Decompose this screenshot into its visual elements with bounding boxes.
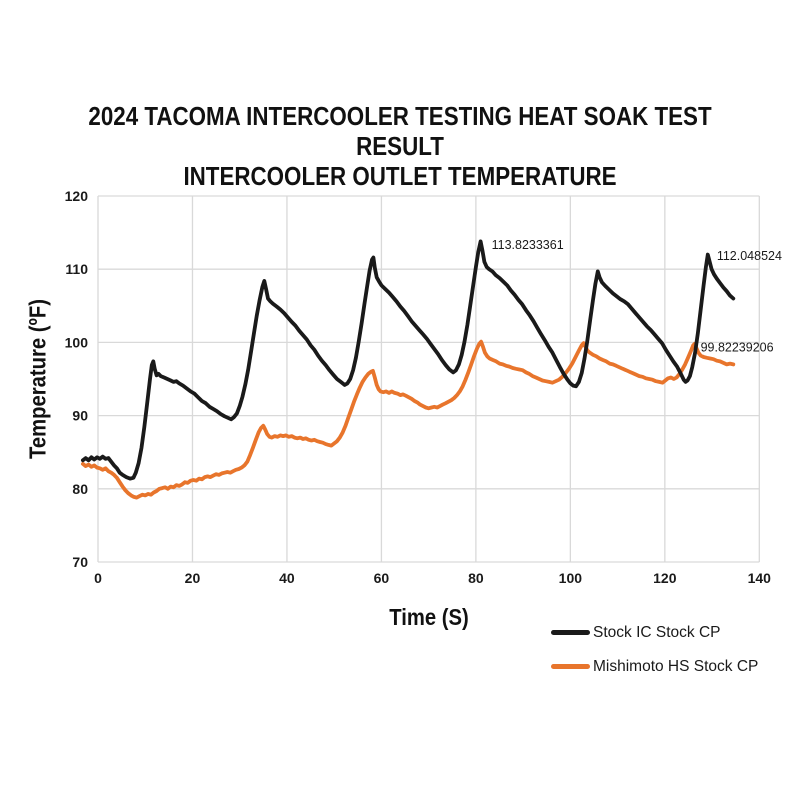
y-tick-label: 70 — [72, 554, 88, 570]
x-tick-label: 40 — [279, 570, 295, 586]
legend-item-mishimoto-hs: Mishimoto HS Stock CP — [551, 656, 758, 677]
annotation-label: 113.8233361 — [492, 238, 564, 252]
legend-item-stock-ic: Stock IC Stock CP — [551, 622, 758, 643]
y-tick-label: 110 — [65, 261, 88, 277]
legend-label-mishimoto-hs: Mishimoto HS Stock CP — [593, 658, 759, 675]
series-line-stock-ic-stock-cp — [81, 239, 736, 481]
y-tick-label: 120 — [65, 188, 89, 204]
annotation-label: 99.82239206 — [701, 341, 774, 355]
y-tick-label: 90 — [72, 408, 88, 424]
annotation-label: 112.048524 — [717, 249, 782, 263]
series-line-mishimoto-hs-stock-cp — [81, 339, 736, 500]
x-tick-label: 80 — [468, 570, 484, 586]
legend-label-stock-ic: Stock IC Stock CP — [593, 624, 721, 641]
x-tick-label: 120 — [653, 570, 677, 586]
x-tick-label: 140 — [748, 570, 772, 586]
y-tick-label: 80 — [72, 481, 88, 497]
legend-swatch-stock-ic — [551, 630, 590, 635]
legend: Stock IC Stock CP Mishimoto HS Stock CP — [551, 622, 758, 677]
gridlines — [97, 195, 760, 563]
x-tick-label: 60 — [374, 570, 390, 586]
chart-title: 2024 TACOMA INTERCOOLER TESTING HEAT SOA… — [56, 101, 744, 191]
chart-title-line-2: INTERCOOLER OUTLET TEMPERATURE — [183, 161, 617, 191]
x-tick-label: 0 — [94, 570, 102, 586]
legend-swatch-mishimoto-hs — [551, 664, 590, 669]
x-axis-title: Time (S) — [389, 604, 469, 630]
x-tick-label: 100 — [559, 570, 583, 586]
chart-title-line-1: 2024 TACOMA INTERCOOLER TESTING HEAT SOA… — [88, 101, 712, 161]
x-tick-label: 20 — [185, 570, 201, 586]
y-tick-label: 100 — [65, 334, 89, 350]
